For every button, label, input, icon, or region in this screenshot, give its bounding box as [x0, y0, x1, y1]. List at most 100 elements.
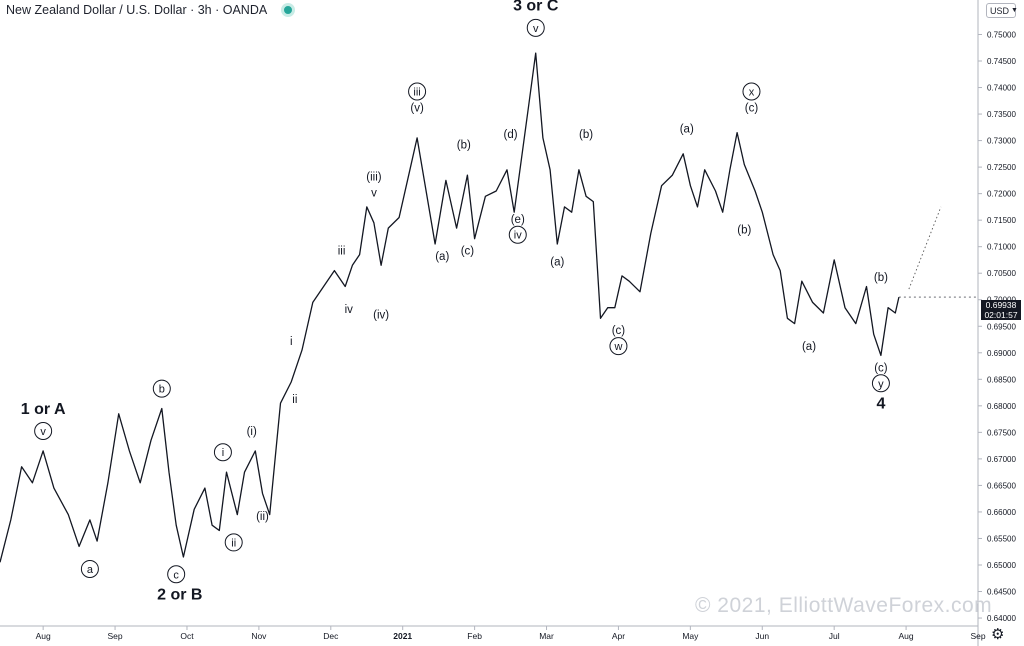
bar-countdown: 02:01:57 — [984, 310, 1018, 320]
wave-label: iv — [514, 230, 522, 242]
wave-label: w — [613, 341, 622, 353]
x-tick-label: Jun — [755, 631, 769, 641]
wave-label: (c) — [612, 325, 626, 337]
y-tick-label: 0.67500 — [987, 428, 1016, 437]
wave-label-circle — [609, 337, 628, 356]
price-line — [0, 52, 900, 563]
x-tick-label: Mar — [539, 631, 554, 641]
wave-label: (a) — [680, 124, 694, 136]
x-tick-label: Sep — [107, 631, 122, 641]
wave-label: (b) — [579, 129, 593, 141]
y-tick-label: 0.69500 — [987, 322, 1016, 331]
y-tick-label: 0.67000 — [987, 455, 1016, 464]
gear-icon[interactable]: ⚙ — [991, 626, 1005, 643]
currency-value: USD — [990, 5, 1010, 16]
wave-label: i — [222, 447, 224, 459]
wave-label-circle — [526, 18, 545, 37]
wave-label: iii — [338, 246, 346, 258]
y-tick-label: 0.69000 — [987, 349, 1016, 358]
y-tick-label: 0.72000 — [987, 190, 1016, 199]
y-tick-label: 0.66500 — [987, 481, 1016, 490]
y-tick-label: 0.73500 — [987, 110, 1016, 119]
x-tick-label: 2021 — [393, 631, 412, 641]
wave-label: iv — [345, 304, 354, 316]
y-tick-label: 0.65500 — [987, 534, 1016, 543]
x-tick-label: Feb — [467, 631, 482, 641]
x-tick-label: Aug — [36, 631, 51, 641]
x-tick-label: May — [682, 631, 699, 641]
wave-label: (a) — [802, 341, 816, 353]
projection-line — [908, 206, 942, 290]
wave-label: (e) — [511, 214, 525, 226]
wave-label-circle — [167, 565, 186, 584]
wave-label: c — [173, 569, 179, 581]
wave-label: (iii) — [366, 171, 381, 183]
y-tick-label: 0.68500 — [987, 375, 1016, 384]
wave-label: (c) — [874, 362, 888, 374]
wave-label: (a) — [550, 256, 564, 268]
wave-label: (b) — [874, 272, 888, 284]
wave-label: v — [40, 426, 46, 438]
wave-label: (c) — [461, 246, 475, 258]
y-tick-label: 0.64500 — [987, 588, 1016, 597]
x-tick-label: Aug — [899, 631, 914, 641]
x-tick-label: Sep — [970, 631, 985, 641]
wave-degree-label: 1 or A — [21, 401, 66, 418]
wave-label-circle — [508, 225, 527, 244]
wave-label: ii — [292, 394, 297, 406]
y-tick-label: 0.71500 — [987, 216, 1016, 225]
y-tick-label: 0.66000 — [987, 508, 1016, 517]
wave-label: (v) — [410, 102, 424, 114]
wave-label-circle — [152, 379, 171, 398]
wave-label: (c) — [745, 102, 759, 114]
y-tick-label: 0.74500 — [987, 57, 1016, 66]
market-status-dot — [281, 3, 296, 17]
chevron-down-icon: ▼ — [1011, 7, 1018, 14]
wave-label: b — [159, 384, 165, 396]
wave-label-circle — [34, 422, 53, 441]
x-tick-label: Jul — [829, 631, 840, 641]
y-tick-label: 0.65000 — [987, 561, 1016, 570]
y-tick-label: 0.68000 — [987, 402, 1016, 411]
wave-label: (ii) — [256, 511, 269, 523]
watermark: © 2021, ElliottWaveForex.com — [695, 594, 993, 617]
x-tick-label: Dec — [323, 631, 339, 641]
x-tick-label: Nov — [251, 631, 267, 641]
wave-label-circle — [742, 82, 761, 101]
x-tick-label: Apr — [612, 631, 625, 641]
wave-label: (d) — [504, 129, 518, 141]
wave-label: (iv) — [373, 309, 389, 321]
wave-label: (a) — [435, 251, 449, 263]
wave-label: (b) — [457, 140, 471, 152]
wave-degree-label: 4 — [876, 395, 885, 412]
y-tick-label: 0.74000 — [987, 84, 1016, 93]
wave-label: a — [87, 564, 94, 576]
y-tick-label: 0.71000 — [987, 243, 1016, 252]
wave-label: v — [533, 23, 539, 35]
y-tick-label: 0.64000 — [987, 614, 1016, 623]
last-price-value: 0.69938 — [985, 300, 1017, 310]
last-price-label: 0.69938 02:01:57 — [981, 300, 1021, 320]
wave-label: iii — [413, 86, 420, 98]
wave-label-circle — [224, 533, 243, 552]
x-tick-label: Oct — [180, 631, 194, 641]
wave-degree-label: 2 or B — [157, 586, 202, 603]
wave-label-circle — [80, 559, 99, 578]
currency-selector[interactable]: USD ▼ — [986, 3, 1018, 18]
y-tick-label: 0.73000 — [987, 137, 1016, 146]
symbol-title[interactable]: New Zealand Dollar / U.S. Dollar · 3h · … — [6, 3, 268, 17]
wave-label: (b) — [737, 224, 751, 236]
wave-label: x — [749, 86, 755, 98]
wave-label: y — [878, 378, 884, 390]
y-tick-label: 0.70500 — [987, 269, 1016, 278]
wave-label-circle — [213, 443, 232, 462]
wave-degree-label: 3 or C — [513, 0, 559, 15]
wave-label: (i) — [247, 426, 257, 438]
y-tick-label: 0.75000 — [987, 30, 1016, 39]
wave-label: v — [371, 187, 377, 199]
y-tick-label: 0.72500 — [987, 163, 1016, 172]
wave-label: ii — [231, 537, 236, 549]
wave-label-circle — [871, 374, 890, 393]
wave-label: i — [290, 336, 293, 348]
